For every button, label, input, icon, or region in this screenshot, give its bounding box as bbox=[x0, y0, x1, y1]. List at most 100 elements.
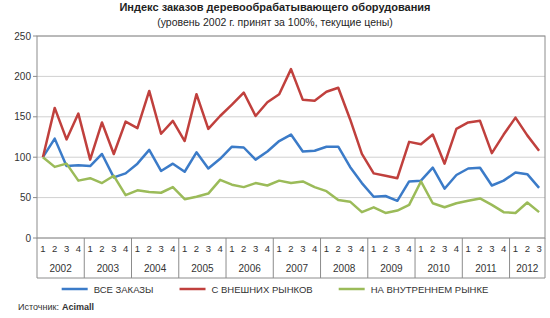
x-tick-label: 3 bbox=[253, 243, 258, 254]
x-tick-label: 2 bbox=[477, 243, 482, 254]
x-tick-label: 1 bbox=[229, 243, 234, 254]
group-separator bbox=[415, 238, 416, 278]
y-tick-label: 250 bbox=[14, 31, 31, 42]
legend-label: ВСЕ ЗАКАЗЫ bbox=[94, 284, 154, 295]
x-tick-label: 1 bbox=[88, 243, 93, 254]
group-separator bbox=[178, 238, 179, 278]
y-tick-label: 0 bbox=[25, 233, 31, 244]
x-group-label: 2006 bbox=[239, 263, 262, 274]
source-label: Источник: bbox=[18, 302, 59, 312]
x-tick-label: 3 bbox=[536, 243, 541, 254]
x-tick-label: 1 bbox=[513, 243, 518, 254]
grid-line bbox=[37, 197, 545, 198]
x-group-label: 2012 bbox=[516, 263, 539, 274]
x-tick-label: 2 bbox=[99, 243, 104, 254]
group-separator bbox=[462, 238, 463, 278]
x-tick-label: 1 bbox=[182, 243, 187, 254]
y-tick-label: 100 bbox=[14, 152, 31, 163]
x-group-label: 2009 bbox=[380, 263, 403, 274]
x-group-label: 2004 bbox=[144, 263, 167, 274]
group-separator bbox=[226, 238, 227, 278]
x-tick-label: 2 bbox=[383, 243, 388, 254]
x-tick-label: 4 bbox=[265, 243, 270, 254]
x-tick-label: 4 bbox=[359, 243, 364, 254]
x-tick-label: 4 bbox=[501, 243, 506, 254]
x-tick-label: 3 bbox=[395, 243, 400, 254]
y-tick-label: 150 bbox=[14, 111, 31, 122]
axis-table-line bbox=[37, 278, 545, 279]
tick-mark bbox=[33, 157, 37, 158]
x-group-label: 2011 bbox=[475, 263, 497, 274]
tick-mark bbox=[33, 36, 37, 37]
x-tick-label: 3 bbox=[442, 243, 447, 254]
series-line bbox=[43, 69, 539, 178]
x-tick-label: 2 bbox=[288, 243, 293, 254]
source-name: Acimall bbox=[62, 302, 94, 312]
x-tick-label: 1 bbox=[466, 243, 471, 254]
x-tick-label: 2 bbox=[525, 243, 530, 254]
legend: ВСЕ ЗАКАЗЫ С ВНЕШНИХ РЫНКОВ НА ВНУТРЕННЕМ … bbox=[62, 284, 489, 295]
subtitle: (уровень 2002 г. принят за 100%, текущие… bbox=[157, 16, 393, 28]
x-group-label: 2005 bbox=[191, 263, 214, 274]
x-tick-label: 2 bbox=[430, 243, 435, 254]
x-tick-label: 4 bbox=[454, 243, 459, 254]
x-group-label: 2003 bbox=[97, 263, 120, 274]
tick-mark bbox=[33, 76, 37, 77]
x-tick-label: 3 bbox=[158, 243, 163, 254]
group-separator bbox=[367, 238, 368, 278]
source: Источник:Acimall bbox=[18, 302, 94, 312]
x-group-label: 2008 bbox=[333, 263, 356, 274]
tick-mark bbox=[33, 238, 37, 239]
y-tick-label: 50 bbox=[20, 192, 32, 203]
x-tick-label: 2 bbox=[194, 243, 199, 254]
x-tick-label: 2 bbox=[147, 243, 152, 254]
group-separator bbox=[545, 238, 546, 278]
x-tick-label: 4 bbox=[123, 243, 128, 254]
x-tick-label: 1 bbox=[371, 243, 376, 254]
x-tick-label: 3 bbox=[489, 243, 494, 254]
chart: Индекс заказов деревообрабатывающего обо… bbox=[0, 0, 550, 318]
x-tick-label: 4 bbox=[406, 243, 411, 254]
series-line bbox=[43, 157, 539, 213]
legend-label: НА ВНУТРЕННЕМ РЫНКЕ bbox=[371, 284, 489, 295]
grid-line bbox=[37, 116, 545, 117]
x-tick-label: 1 bbox=[324, 243, 329, 254]
x-group-label: 2007 bbox=[286, 263, 309, 274]
x-tick-label: 4 bbox=[170, 243, 175, 254]
series-group bbox=[43, 69, 539, 213]
group-separator bbox=[509, 238, 510, 278]
group-separator bbox=[37, 238, 38, 278]
x-tick-label: 2 bbox=[336, 243, 341, 254]
legend-label: С ВНЕШНИХ РЫНКОВ bbox=[212, 284, 313, 295]
x-tick-label: 1 bbox=[40, 243, 45, 254]
group-separator bbox=[84, 238, 85, 278]
grid-line bbox=[37, 76, 545, 77]
x-tick-label: 3 bbox=[206, 243, 211, 254]
group-separator bbox=[320, 238, 321, 278]
x-tick-label: 4 bbox=[312, 243, 317, 254]
x-tick-label: 3 bbox=[64, 243, 69, 254]
tick-mark bbox=[33, 197, 37, 198]
plot-frame bbox=[37, 36, 545, 238]
tick-mark bbox=[33, 116, 37, 117]
x-tick-label: 4 bbox=[76, 243, 81, 254]
grid: 0 50 100 150 200 250 bbox=[14, 31, 545, 244]
group-separator bbox=[273, 238, 274, 278]
x-group-label: 2002 bbox=[50, 263, 73, 274]
legend-swatch bbox=[62, 288, 88, 291]
x-tick-label: 4 bbox=[217, 243, 222, 254]
x-tick-label: 2 bbox=[241, 243, 246, 254]
x-tick-label: 3 bbox=[347, 243, 352, 254]
legend-swatch bbox=[339, 288, 365, 291]
x-axis: 1234123412341234123412341234123412341234… bbox=[37, 238, 545, 278]
x-tick-label: 2 bbox=[52, 243, 57, 254]
group-separator bbox=[131, 238, 132, 278]
x-tick-label: 1 bbox=[418, 243, 423, 254]
y-tick-label: 200 bbox=[14, 71, 31, 82]
x-tick-label: 1 bbox=[135, 243, 140, 254]
legend-swatch bbox=[180, 288, 206, 291]
title: Индекс заказов деревообрабатывающего обо… bbox=[119, 1, 430, 13]
x-group-label: 2010 bbox=[428, 263, 451, 274]
x-tick-label: 1 bbox=[277, 243, 282, 254]
x-tick-label: 3 bbox=[111, 243, 116, 254]
